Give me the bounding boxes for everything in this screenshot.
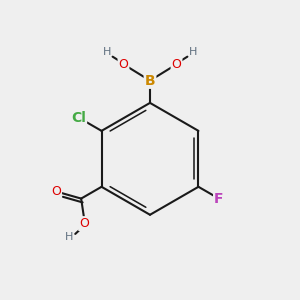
Text: O: O bbox=[118, 58, 128, 71]
Text: F: F bbox=[214, 192, 224, 206]
Text: B: B bbox=[145, 74, 155, 88]
Text: O: O bbox=[79, 217, 89, 230]
Text: Cl: Cl bbox=[71, 111, 86, 124]
Text: H: H bbox=[103, 47, 112, 57]
Text: O: O bbox=[51, 185, 61, 198]
Text: O: O bbox=[172, 58, 182, 71]
Text: H: H bbox=[188, 47, 197, 57]
Text: H: H bbox=[65, 232, 74, 242]
